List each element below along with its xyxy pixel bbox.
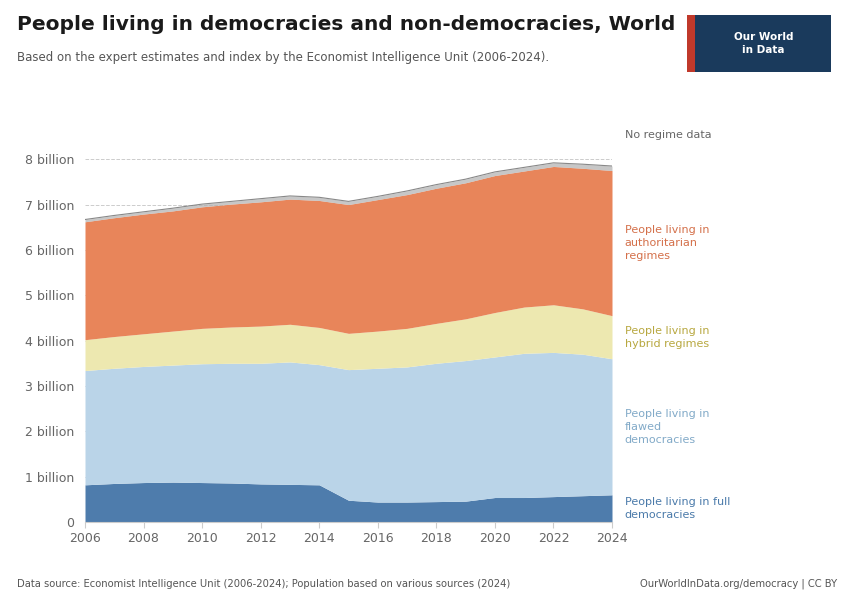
Text: People living in
authoritarian
regimes: People living in authoritarian regimes bbox=[625, 225, 709, 262]
Text: OurWorldInData.org/democracy | CC BY: OurWorldInData.org/democracy | CC BY bbox=[640, 578, 837, 589]
Text: People living in democracies and non-democracies, World: People living in democracies and non-dem… bbox=[17, 15, 676, 34]
Text: No regime data: No regime data bbox=[625, 130, 711, 140]
Text: People living in
flawed
democracies: People living in flawed democracies bbox=[625, 409, 709, 445]
Text: People living in
hybrid regimes: People living in hybrid regimes bbox=[625, 326, 709, 349]
Text: People living in full
democracies: People living in full democracies bbox=[625, 497, 730, 520]
Text: Data source: Economist Intelligence Unit (2006-2024); Population based on variou: Data source: Economist Intelligence Unit… bbox=[17, 579, 510, 589]
Text: Our World
in Data: Our World in Data bbox=[734, 32, 793, 55]
Text: Based on the expert estimates and index by the Economist Intelligence Unit (2006: Based on the expert estimates and index … bbox=[17, 51, 549, 64]
